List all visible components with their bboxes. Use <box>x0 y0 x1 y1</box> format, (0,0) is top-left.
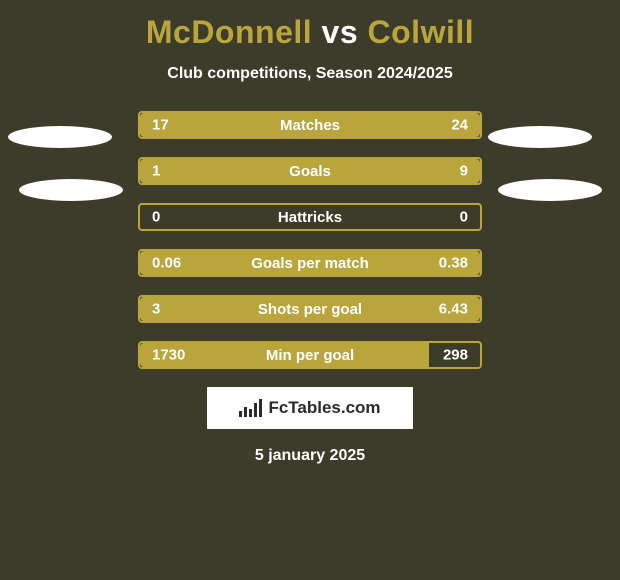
chart-icon <box>239 399 262 417</box>
player2-name: Colwill <box>368 14 475 50</box>
stat-label: Goals <box>289 163 331 180</box>
stat-value-left: 1730 <box>152 347 185 364</box>
decorative-ellipse <box>8 126 112 148</box>
page-title: McDonnell vs Colwill <box>0 14 620 51</box>
stat-label: Hattricks <box>278 209 342 226</box>
stat-row: 1 Goals 9 <box>138 157 482 185</box>
stats-list: 17 Matches 24 1 Goals 9 0 Hattricks 0 0.06 Goals p… <box>0 111 620 369</box>
stat-value-left: 3 <box>152 301 160 318</box>
stat-label: Matches <box>280 117 340 134</box>
logo-text: FcTables.com <box>268 398 380 418</box>
subtitle: Club competitions, Season 2024/2025 <box>0 65 620 83</box>
stat-row: 0.06 Goals per match 0.38 <box>138 249 482 277</box>
stat-value-left: 1 <box>152 163 160 180</box>
stat-value-right: 6.43 <box>439 301 468 318</box>
decorative-ellipse <box>498 179 602 201</box>
stat-label: Goals per match <box>251 255 369 272</box>
stat-value-right: 24 <box>451 117 468 134</box>
stat-row: 0 Hattricks 0 <box>138 203 482 231</box>
stat-value-right: 9 <box>460 163 468 180</box>
stat-label: Shots per goal <box>258 301 362 318</box>
decorative-ellipse <box>19 179 123 201</box>
vs-text: vs <box>322 14 359 50</box>
stat-value-left: 0 <box>152 209 160 226</box>
decorative-ellipse <box>488 126 592 148</box>
stat-value-right: 0 <box>460 209 468 226</box>
player1-name: McDonnell <box>146 14 312 50</box>
stat-value-left: 17 <box>152 117 169 134</box>
stat-value-left: 0.06 <box>152 255 181 272</box>
stat-row: 1730 Min per goal 298 <box>138 341 482 369</box>
date-text: 5 january 2025 <box>0 447 620 465</box>
stat-value-right: 0.38 <box>439 255 468 272</box>
stat-row: 17 Matches 24 <box>138 111 482 139</box>
fctables-logo: FcTables.com <box>207 387 413 429</box>
comparison-card: McDonnell vs Colwill Club competitions, … <box>0 0 620 580</box>
stat-row: 3 Shots per goal 6.43 <box>138 295 482 323</box>
stat-value-right: 298 <box>443 347 468 364</box>
stat-label: Min per goal <box>266 347 354 364</box>
